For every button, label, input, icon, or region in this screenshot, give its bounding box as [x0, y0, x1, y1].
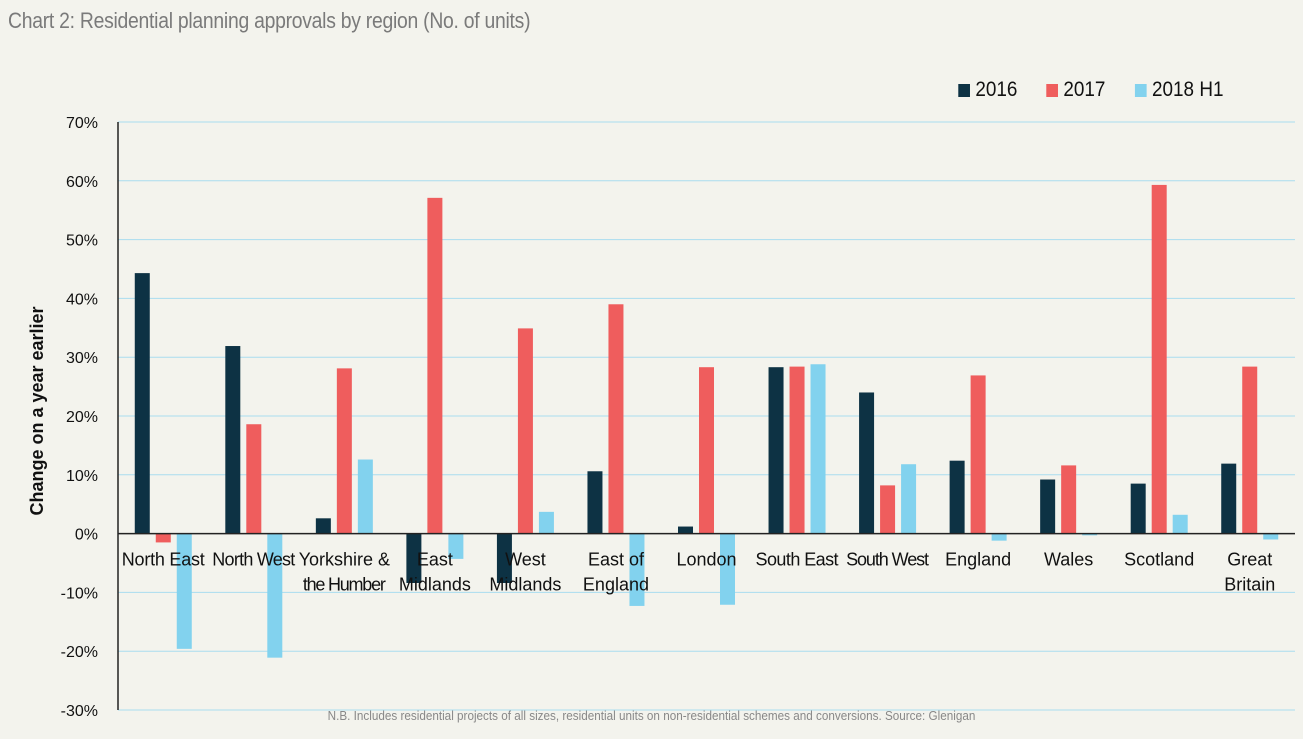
bar-2018-h1: [629, 533, 645, 606]
x-tick-label: North East: [122, 550, 205, 570]
bar-2018-h1: [901, 464, 917, 534]
bar-2017: [699, 367, 714, 534]
bar-2018-h1: [1082, 533, 1098, 536]
bar-2016: [1221, 463, 1237, 534]
bar-2018-h1: [1263, 533, 1279, 540]
bar-2017: [427, 197, 443, 534]
bar-2016: [587, 471, 603, 534]
y-tick-label: 40%: [66, 291, 98, 308]
bar-2018-h1: [720, 533, 735, 605]
bar-2017: [517, 328, 533, 534]
x-tick-label: Great: [1227, 550, 1272, 570]
legend-swatch: [958, 83, 970, 97]
bar-2016: [768, 367, 784, 534]
legend-item: 2016: [958, 78, 1017, 102]
bar-2018-h1: [267, 533, 283, 658]
bar-2018-h1: [176, 533, 192, 649]
y-tick-label: 50%: [66, 233, 98, 250]
legend: 2016 2017 2018 H1: [955, 78, 1229, 102]
bar-2018-h1: [357, 459, 373, 534]
bar-2016: [225, 346, 241, 534]
chart-title: Chart 2: Residential planning approvals …: [8, 8, 531, 33]
legend-label: 2017: [1063, 78, 1106, 101]
y-axis-label: Change on a year earlier: [27, 306, 47, 515]
y-tick-label: 0%: [75, 527, 98, 544]
bar-2016: [859, 392, 875, 534]
bar-2018-h1: [448, 533, 464, 559]
legend-label: 2016: [975, 78, 1018, 101]
bar-2018-h1: [538, 511, 554, 534]
x-tick-label: East of: [588, 550, 645, 570]
x-tick-label: Britain: [1224, 575, 1275, 595]
x-tick-label: West: [505, 550, 546, 570]
bar-2018-h1: [991, 533, 1007, 541]
bar-2017: [246, 424, 262, 534]
bar-2016: [949, 460, 965, 534]
bar-2016: [1130, 483, 1146, 534]
bar-2017: [1151, 184, 1167, 534]
bar-2017: [789, 366, 805, 534]
bar-2017: [1061, 465, 1077, 534]
x-tick-label: London: [676, 550, 736, 570]
x-tick-label: South West: [846, 550, 929, 570]
footnote: N.B. Includes residential projects of al…: [327, 708, 976, 723]
y-tick-label: 30%: [66, 350, 98, 367]
x-tick-label: England: [583, 575, 649, 595]
bar-2016: [315, 518, 331, 534]
bar-2017: [155, 533, 171, 543]
x-tick-label: Yorkshire &: [299, 550, 390, 570]
bar-2018-h1: [1172, 514, 1188, 534]
x-tick-label: South East: [756, 550, 839, 570]
bar-2017: [336, 368, 352, 534]
y-tick-label: 60%: [66, 174, 98, 191]
bar-2017: [608, 304, 624, 534]
bar-2017: [970, 375, 986, 534]
x-tick-label: North West: [212, 550, 295, 570]
legend-swatch: [1135, 83, 1148, 97]
x-tick-label: Midlands: [399, 575, 471, 595]
x-tick-label: England: [945, 550, 1011, 570]
x-tick-label: East: [417, 550, 453, 570]
bar-2017: [1242, 366, 1258, 534]
bar-2017: [880, 485, 896, 534]
legend-item: 2018 H1: [1135, 78, 1224, 102]
x-tick-label: Midlands: [489, 575, 561, 595]
x-tick-label: Wales: [1044, 550, 1093, 570]
bar-2018-h1: [810, 364, 826, 534]
y-tick-label: -10%: [61, 585, 98, 602]
bar-2016: [496, 533, 512, 583]
y-tick-label: 20%: [66, 409, 98, 426]
bar-2016: [406, 533, 422, 583]
legend-item: 2017: [1046, 78, 1105, 102]
y-tick-label: 10%: [66, 468, 98, 485]
bar-2016: [134, 273, 150, 534]
y-tick-label: -30%: [61, 703, 98, 720]
bar-2016: [1040, 479, 1056, 534]
legend-swatch: [1046, 83, 1058, 97]
y-tick-label: 70%: [66, 115, 98, 132]
y-tick-label: -20%: [61, 644, 98, 661]
x-tick-label: the Humber: [303, 575, 386, 595]
x-tick-label: Scotland: [1124, 550, 1194, 570]
bar-2016: [678, 526, 693, 534]
legend-label: 2018 H1: [1152, 78, 1224, 101]
